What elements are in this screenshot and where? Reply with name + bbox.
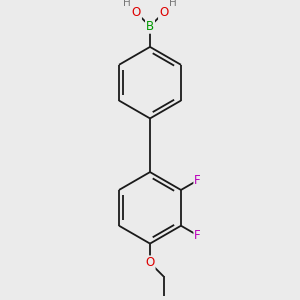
Text: O: O	[132, 6, 141, 19]
Text: F: F	[194, 229, 201, 242]
Text: B: B	[146, 20, 154, 33]
Text: H: H	[169, 0, 177, 8]
Text: O: O	[159, 6, 168, 19]
Text: F: F	[194, 174, 201, 187]
Text: H: H	[123, 0, 131, 8]
Text: O: O	[146, 256, 154, 269]
